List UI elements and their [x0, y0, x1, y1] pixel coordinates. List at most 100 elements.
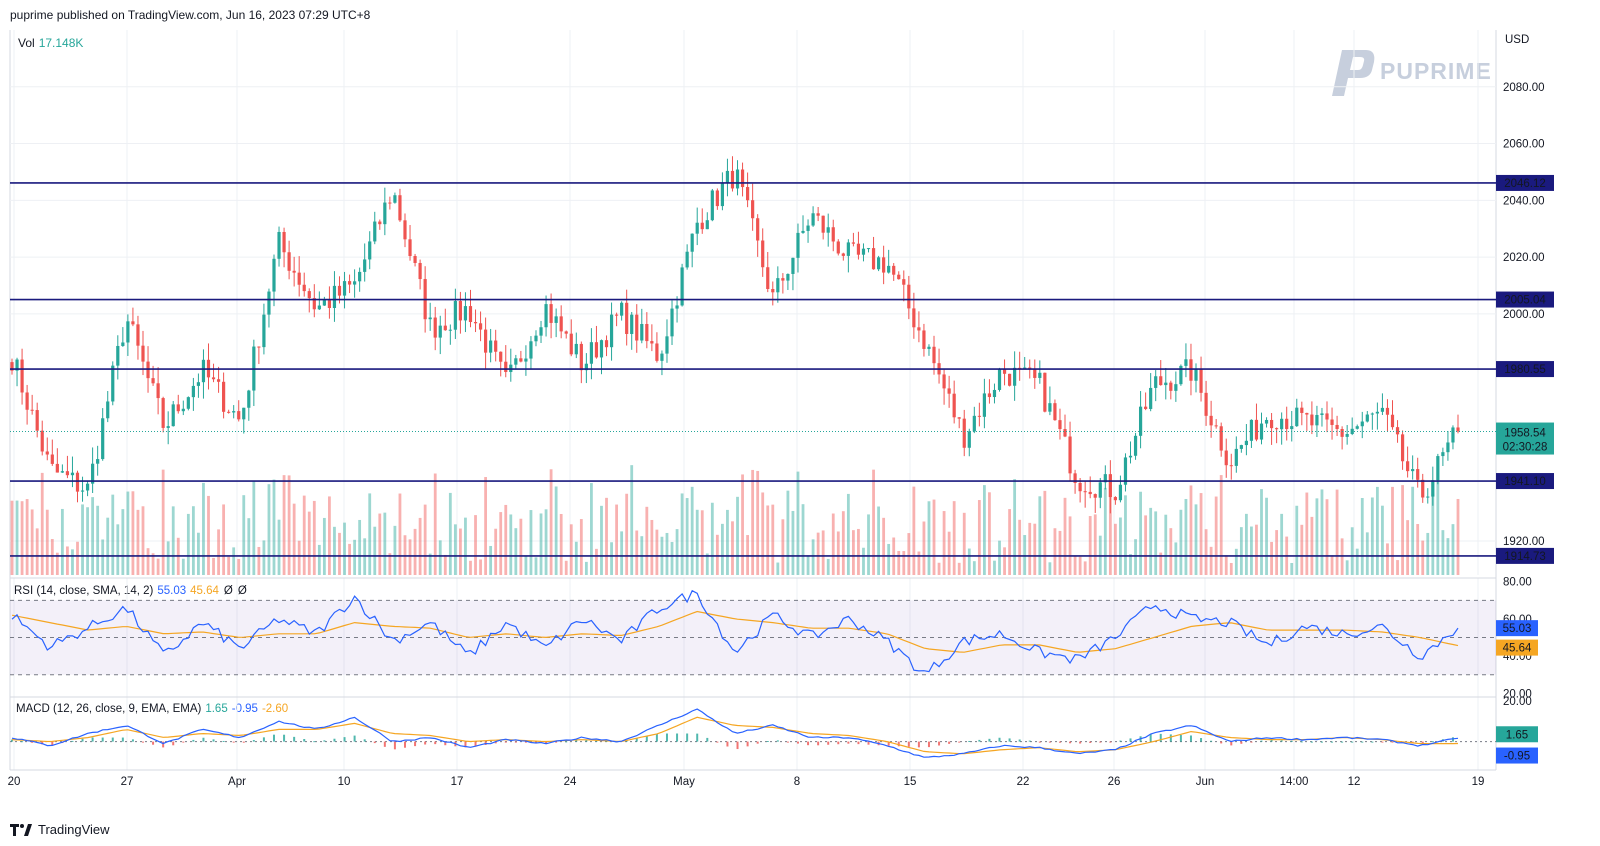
candle-body — [267, 291, 271, 315]
bar-countdown-label: 02:30:28 — [1503, 442, 1548, 454]
candle-body — [871, 248, 876, 270]
candle-body — [947, 388, 951, 394]
macd-hist-bar — [101, 737, 104, 742]
candle-body — [186, 397, 190, 409]
volume-bar — [605, 497, 608, 575]
candle-body — [232, 411, 236, 413]
candle-body — [1174, 384, 1178, 391]
macd-hist-bar — [1431, 741, 1434, 743]
candle-body — [126, 321, 130, 343]
candle-body — [171, 404, 175, 427]
candle-body — [1083, 491, 1087, 493]
candle-body — [1224, 450, 1228, 466]
candle-body — [292, 270, 296, 273]
macd-hist-bar — [272, 734, 275, 742]
candle-body — [599, 340, 604, 358]
macd-value-tag-label: 1.65 — [1506, 729, 1528, 741]
macd-hist-bar — [1331, 741, 1334, 743]
brand-watermark: PUPRIME — [1322, 44, 1492, 104]
volume-bar — [1008, 509, 1011, 575]
volume-bar — [549, 469, 553, 575]
volume-bar — [1431, 493, 1435, 575]
candle-body — [1038, 372, 1042, 378]
candle-body — [821, 215, 825, 233]
volume-bar — [1310, 516, 1314, 575]
volume-bar — [1119, 517, 1122, 575]
candle-body — [665, 336, 669, 354]
macd-hist-bar — [172, 741, 175, 746]
macd-hist-bar — [524, 741, 527, 743]
volume-bar — [867, 514, 870, 575]
candle-body — [1300, 407, 1304, 413]
volume-bar — [1043, 490, 1047, 575]
volume-bar — [131, 491, 135, 575]
volume-bar — [1255, 524, 1258, 575]
candle-body — [191, 385, 195, 398]
candle-body — [1113, 497, 1117, 501]
macd-hist-bar — [776, 740, 779, 742]
candle-body — [35, 410, 39, 431]
macd-hist-bar — [827, 741, 830, 745]
volume-bar — [569, 524, 573, 575]
candle-body — [473, 322, 478, 324]
volume-bar — [45, 509, 49, 575]
candle-body — [1380, 407, 1385, 412]
volume-bar — [358, 519, 362, 575]
volume-bar — [872, 469, 875, 575]
candle-body — [655, 343, 659, 361]
rsi-value-tag — [1496, 620, 1538, 637]
candle-body — [312, 298, 316, 310]
volume-bar — [625, 493, 629, 575]
level-tag-0 — [1496, 174, 1554, 191]
volume-bar — [685, 498, 689, 575]
volume-bar — [197, 532, 200, 575]
candle-body — [987, 393, 992, 398]
candle-body — [771, 289, 775, 293]
candle-body — [1431, 480, 1435, 497]
candle-body — [529, 341, 533, 359]
candle-body — [1078, 482, 1082, 492]
macd-hist-bar — [1008, 738, 1011, 742]
volume-bar — [509, 514, 513, 575]
volume-bar — [1275, 530, 1279, 575]
macd-hist-bar — [383, 741, 386, 747]
candle-body — [1063, 429, 1067, 437]
candle-body — [257, 346, 261, 348]
candle-body — [796, 232, 800, 258]
tradingview-logo-icon — [10, 823, 32, 836]
macd-hist-bar — [927, 741, 930, 748]
candle-body — [826, 227, 830, 233]
candle-body — [1456, 427, 1460, 432]
macd-hist-bar — [1149, 734, 1152, 742]
volume-bar — [1209, 546, 1213, 575]
volume-bar — [882, 517, 886, 575]
volume-bar — [590, 483, 593, 575]
candle-body — [70, 472, 75, 476]
volume-bar — [1441, 530, 1445, 575]
candle-body — [650, 341, 654, 344]
candle-body — [91, 463, 95, 484]
time-tick-label: 12 — [1348, 776, 1361, 788]
volume-bar — [1058, 530, 1062, 575]
macd-hist-bar — [555, 741, 558, 743]
candle-body — [161, 398, 165, 428]
volume-bar — [1411, 486, 1415, 575]
volume-bar — [675, 529, 679, 575]
candle-body — [75, 472, 80, 492]
candle-body — [1189, 359, 1193, 381]
macd-signal-tag-label: -0.95 — [1504, 751, 1530, 763]
macd-hist-bar — [121, 737, 124, 742]
candle-body — [962, 418, 966, 448]
candle-body — [635, 314, 639, 341]
volume-bar — [50, 539, 54, 575]
volume-bar — [529, 510, 533, 575]
volume-bar — [1365, 532, 1369, 575]
macd-hist-bar — [11, 739, 13, 742]
macd-hist-bar — [182, 741, 185, 743]
current-price-tag — [1496, 422, 1554, 455]
macd-hist-bar — [1210, 740, 1213, 742]
macd-hist-bar — [1451, 737, 1454, 742]
candle-body — [25, 392, 29, 410]
candle-body — [902, 279, 906, 285]
